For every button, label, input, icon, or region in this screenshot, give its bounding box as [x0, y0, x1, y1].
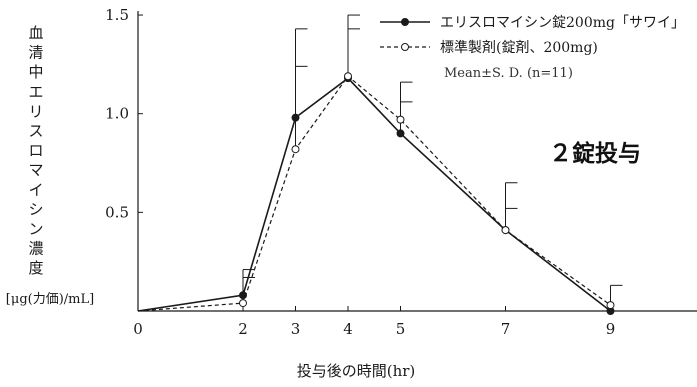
data-point-filled — [239, 291, 247, 300]
y-tick-label: 1.5 — [105, 6, 129, 24]
series-lines — [137, 75, 611, 312]
data-point-open — [396, 115, 405, 124]
y-tick-label: 0.5 — [105, 203, 129, 221]
y-axis-label-char: エ — [28, 83, 43, 101]
series-line-2 — [137, 75, 611, 312]
y-axis-label-char: マ — [28, 161, 43, 179]
y-axis-unit: [μg(力価)/mL] — [6, 292, 94, 307]
y-axis-label-char: リ — [28, 102, 43, 120]
series-line-1 — [137, 77, 611, 312]
legend-note: Mean±S. D. (n=11) — [444, 66, 573, 81]
y-axis-label-char: 清 — [28, 44, 43, 62]
y-axis-label-char: ス — [28, 122, 43, 140]
legend-marker-1 — [401, 18, 409, 26]
x-tick-label: 3 — [291, 320, 301, 338]
data-point-filled — [291, 113, 300, 122]
x-axis-label: 投与後の時間(hr) — [297, 362, 416, 380]
data-point-open — [291, 145, 300, 154]
legend-label-2: 標準製剤(錠剤、200mg) — [440, 40, 598, 56]
x-tick-label: 5 — [396, 320, 406, 338]
legend: エリスロマイシン錠200mg「サワイ」標準製剤(錠剤、200mg) Mean±S.… — [380, 15, 685, 81]
data-point-filled — [396, 129, 405, 138]
y-tick-label: 1.0 — [105, 105, 129, 123]
series-markers — [239, 72, 615, 315]
y-axis-label-char: 濃 — [28, 240, 43, 258]
y-axis-label-char: 度 — [28, 259, 43, 277]
x-tick-label: 4 — [343, 320, 353, 338]
data-point-open — [344, 72, 352, 81]
dose-annotation: ２錠投与 — [549, 140, 641, 167]
legend-label-1: エリスロマイシン錠200mg「サワイ」 — [440, 15, 685, 31]
x-tick-label: 9 — [606, 320, 616, 338]
y-axis-label-char: ロ — [28, 142, 43, 160]
legend-marker-2 — [401, 43, 409, 51]
y-axis-label-char: シ — [28, 200, 43, 218]
data-point-open — [606, 301, 615, 310]
y-axis-label-char: ン — [28, 220, 43, 238]
data-point-open — [239, 299, 247, 308]
y-axis-label-char: イ — [28, 181, 43, 199]
axes: 0 2 3 4 5 7 9 0.5 1.0 1.5 — [105, 6, 697, 338]
y-axis-label-char: 血 — [28, 24, 43, 42]
y-axis-label-char: 中 — [28, 63, 43, 81]
x-tick-label: 7 — [501, 320, 511, 338]
x-tick-label: 0 — [133, 320, 143, 338]
data-point-open — [501, 226, 510, 235]
x-tick-label: 2 — [238, 320, 248, 338]
